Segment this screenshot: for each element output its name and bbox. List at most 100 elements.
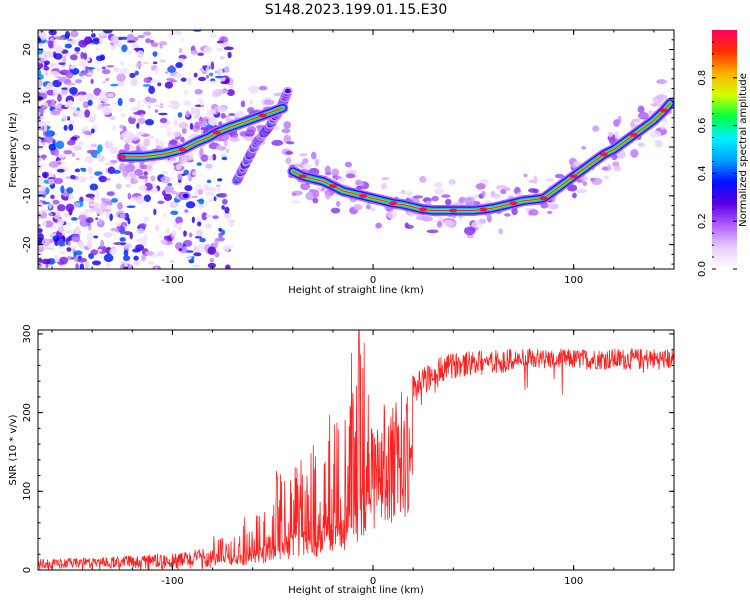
noise-speckle	[178, 222, 182, 229]
noise-speckle	[123, 231, 132, 236]
noise-speckle	[48, 179, 55, 185]
noise-speckle	[79, 263, 85, 269]
ridge-haze-speckle	[495, 184, 508, 190]
x-tick-label: 0	[370, 275, 376, 286]
ridge-haze-speckle	[150, 160, 157, 165]
noise-speckle	[130, 78, 138, 87]
ridge-peak-spot	[419, 207, 428, 212]
noise-speckle	[143, 216, 149, 223]
noise-speckle	[218, 192, 228, 198]
noise-speckle	[199, 68, 204, 72]
noise-speckle	[83, 52, 87, 60]
snr-x-ticks: -100 0 100	[51, 330, 655, 587]
noise-speckle	[62, 55, 67, 65]
noise-speckle	[54, 61, 59, 70]
noise-speckle	[210, 33, 217, 39]
ridge-haze-speckle	[604, 175, 610, 180]
snr-y-ticks: 0 100 200 300	[22, 324, 674, 573]
ridge-haze-speckle	[613, 119, 620, 127]
ridge-haze-speckle	[286, 141, 295, 145]
noise-speckle	[166, 120, 170, 126]
noise-speckle	[110, 45, 116, 51]
noise-speckle	[50, 194, 55, 200]
ridge-haze-speckle	[264, 99, 275, 105]
noise-speckle	[41, 139, 48, 143]
ridge-haze-speckle	[369, 207, 376, 212]
noise-speckle	[144, 178, 148, 184]
noise-speckle	[43, 72, 49, 76]
noise-speckle	[86, 149, 97, 154]
noise-speckle	[123, 243, 133, 249]
noise-speckle	[54, 75, 61, 78]
noise-speckle	[130, 115, 136, 119]
noise-speckle	[38, 143, 41, 146]
noise-speckle	[38, 236, 43, 245]
noise-speckle	[204, 201, 209, 207]
noise-speckle	[127, 192, 132, 200]
noise-speckle	[43, 66, 50, 71]
noise-speckle	[90, 33, 96, 38]
noise-speckle	[225, 264, 231, 269]
noise-speckle	[41, 238, 51, 247]
noise-speckle	[87, 166, 93, 175]
noise-speckle	[127, 40, 136, 43]
noise-speckle	[70, 245, 78, 250]
noise-speckle	[208, 199, 213, 202]
noise-speckle	[38, 177, 46, 186]
ridge-haze-speckle	[124, 163, 136, 172]
noise-speckle	[216, 68, 223, 76]
noise-speckle	[84, 198, 94, 202]
noise-speckle	[93, 235, 99, 239]
ridge-peak-spot	[449, 208, 458, 213]
noise-speckle	[39, 32, 48, 41]
noise-speckle	[54, 148, 60, 157]
noise-speckle	[163, 193, 172, 202]
noise-speckle	[159, 125, 169, 129]
noise-speckle	[148, 98, 157, 103]
noise-speckle	[76, 107, 80, 111]
spectrogram-background	[38, 30, 674, 269]
noise-speckle	[48, 143, 57, 151]
noise-speckle	[77, 114, 87, 119]
noise-speckle	[197, 98, 202, 103]
noise-speckle	[175, 216, 183, 225]
ridge-peak-spot	[509, 201, 518, 206]
noise-speckle	[145, 250, 154, 256]
ridge-haze-speckle	[400, 189, 406, 195]
ridge-haze-speckle	[481, 190, 486, 197]
noise-speckle	[120, 61, 124, 66]
ridge-haze-speckle	[181, 127, 187, 135]
noise-speckle	[187, 77, 192, 86]
y-tick-label: 200	[22, 403, 33, 422]
ridge-haze-speckle	[122, 169, 128, 178]
noise-speckle	[167, 104, 175, 108]
ridge-peak-spot	[599, 152, 608, 157]
noise-speckle	[38, 88, 47, 93]
ridge-haze-speckle	[302, 163, 312, 170]
ridge-haze-speckle	[283, 121, 292, 129]
ridge-haze-speckle	[335, 200, 341, 207]
noise-speckle	[82, 101, 90, 109]
ridge-haze-speckle	[528, 209, 539, 216]
noise-speckle	[101, 66, 106, 70]
noise-speckle	[95, 190, 100, 200]
ridge-haze-speckle	[172, 131, 181, 138]
ridge-haze-speckle	[421, 215, 433, 222]
noise-speckle	[133, 255, 139, 261]
ridge-haze-speckle	[443, 219, 454, 228]
ridge-haze-speckle	[637, 105, 645, 114]
ridge-haze-speckle	[169, 139, 178, 145]
noise-speckle	[75, 108, 84, 117]
noise-speckle	[109, 159, 118, 164]
noise-speckle	[217, 178, 223, 182]
noise-speckle	[69, 65, 76, 70]
ridge-haze-speckle	[229, 136, 240, 142]
noise-speckle	[143, 77, 151, 84]
noise-speckle	[218, 89, 229, 94]
noise-speckle	[106, 93, 115, 98]
noise-speckle	[77, 176, 88, 183]
noise-speckle	[96, 104, 104, 110]
noise-speckle	[182, 101, 192, 106]
noise-speckle	[184, 185, 193, 192]
noise-speckle	[194, 235, 203, 239]
